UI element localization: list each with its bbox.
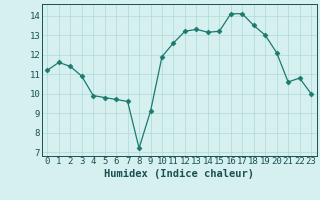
X-axis label: Humidex (Indice chaleur): Humidex (Indice chaleur) xyxy=(104,169,254,179)
